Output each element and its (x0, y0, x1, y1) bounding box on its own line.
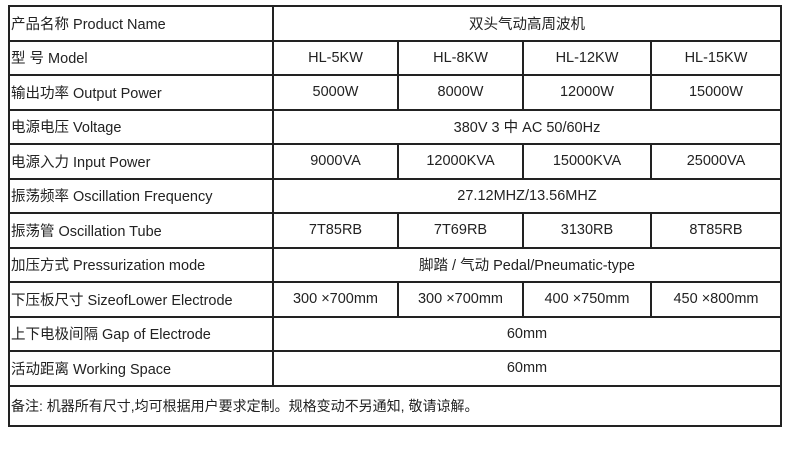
spec-label: 电源电压 Voltage (8, 108, 274, 145)
spec-row: 上下电极间隔 Gap of Electrode 60mm (8, 315, 782, 352)
note-row: 备注: 机器所有尺寸,均可根据用户要求定制。规格变动不另通知, 敬请谅解。 (8, 384, 782, 427)
spec-value: 7T69RB (397, 212, 524, 249)
spec-value: 3130RB (522, 212, 652, 249)
spec-value: 450 ×800mm (650, 281, 782, 318)
spec-label: 活动距离 Working Space (8, 350, 274, 387)
spec-value: HL-12KW (522, 39, 652, 76)
spec-row: 活动距离 Working Space 60mm (8, 350, 782, 387)
spec-label: 产品名称 Product Name (8, 5, 274, 42)
spec-value-merged: 380V 3 中 AC 50/60Hz (272, 108, 782, 145)
spec-value-merged: 脚踏 / 气动 Pedal/Pneumatic-type (272, 246, 782, 283)
spec-value: 300 ×700mm (397, 281, 524, 318)
spec-label: 输出功率 Output Power (8, 74, 274, 111)
spec-value-merged: 60mm (272, 350, 782, 387)
spec-value: 12000W (522, 74, 652, 111)
spec-row: 电源电压 Voltage 380V 3 中 AC 50/60Hz (8, 108, 782, 145)
spec-label: 上下电极间隔 Gap of Electrode (8, 315, 274, 352)
spec-label: 振荡管 Oscillation Tube (8, 212, 274, 249)
spec-value-merged: 双头气动高周波机 (272, 5, 782, 42)
spec-value: 8000W (397, 74, 524, 111)
spec-value: 25000VA (650, 143, 782, 180)
spec-row: 电源入力 Input Power 9000VA 12000KVA 15000KVA 25… (8, 143, 782, 180)
spec-value: 400 ×750mm (522, 281, 652, 318)
spec-row: 振荡管 Oscillation Tube 7T85RB 7T69RB 3130RB 8T… (8, 212, 782, 249)
spec-label: 电源入力 Input Power (8, 143, 274, 180)
spec-row: 型 号 Model HL-5KW HL-8KW HL-12KW HL-15KW (8, 39, 782, 76)
spec-value: 12000KVA (397, 143, 524, 180)
spec-value: 15000KVA (522, 143, 652, 180)
spec-value: 300 ×700mm (272, 281, 399, 318)
spec-value: 7T85RB (272, 212, 399, 249)
spec-value: HL-5KW (272, 39, 399, 76)
spec-value: 5000W (272, 74, 399, 111)
spec-value-merged: 60mm (272, 315, 782, 352)
spec-row: 振荡频率 Oscillation Frequency 27.12MHZ/13.56… (8, 177, 782, 214)
spec-row: 产品名称 Product Name 双头气动高周波机 (8, 5, 782, 42)
spec-row: 加压方式 Pressurization mode 脚踏 / 气动 Pedal/Pn… (8, 246, 782, 283)
spec-value: 9000VA (272, 143, 399, 180)
spec-label: 下压板尺寸 SizeofLower Electrode (8, 281, 274, 318)
spec-value-merged: 27.12MHZ/13.56MHZ (272, 177, 782, 214)
spec-value: 15000W (650, 74, 782, 111)
note-text: 备注: 机器所有尺寸,均可根据用户要求定制。规格变动不另通知, 敬请谅解。 (8, 384, 782, 427)
spec-label: 型 号 Model (8, 39, 274, 76)
spec-table: 产品名称 Product Name 双头气动高周波机型 号 Model HL-5KW… (8, 5, 782, 427)
spec-row: 输出功率 Output Power 5000W 8000W 12000W 15000W (8, 74, 782, 111)
spec-value: HL-15KW (650, 39, 782, 76)
spec-label: 加压方式 Pressurization mode (8, 246, 274, 283)
spec-value: 8T85RB (650, 212, 782, 249)
spec-row: 下压板尺寸 SizeofLower Electrode 300 ×700mm 300… (8, 281, 782, 318)
spec-value: HL-8KW (397, 39, 524, 76)
spec-label: 振荡频率 Oscillation Frequency (8, 177, 274, 214)
